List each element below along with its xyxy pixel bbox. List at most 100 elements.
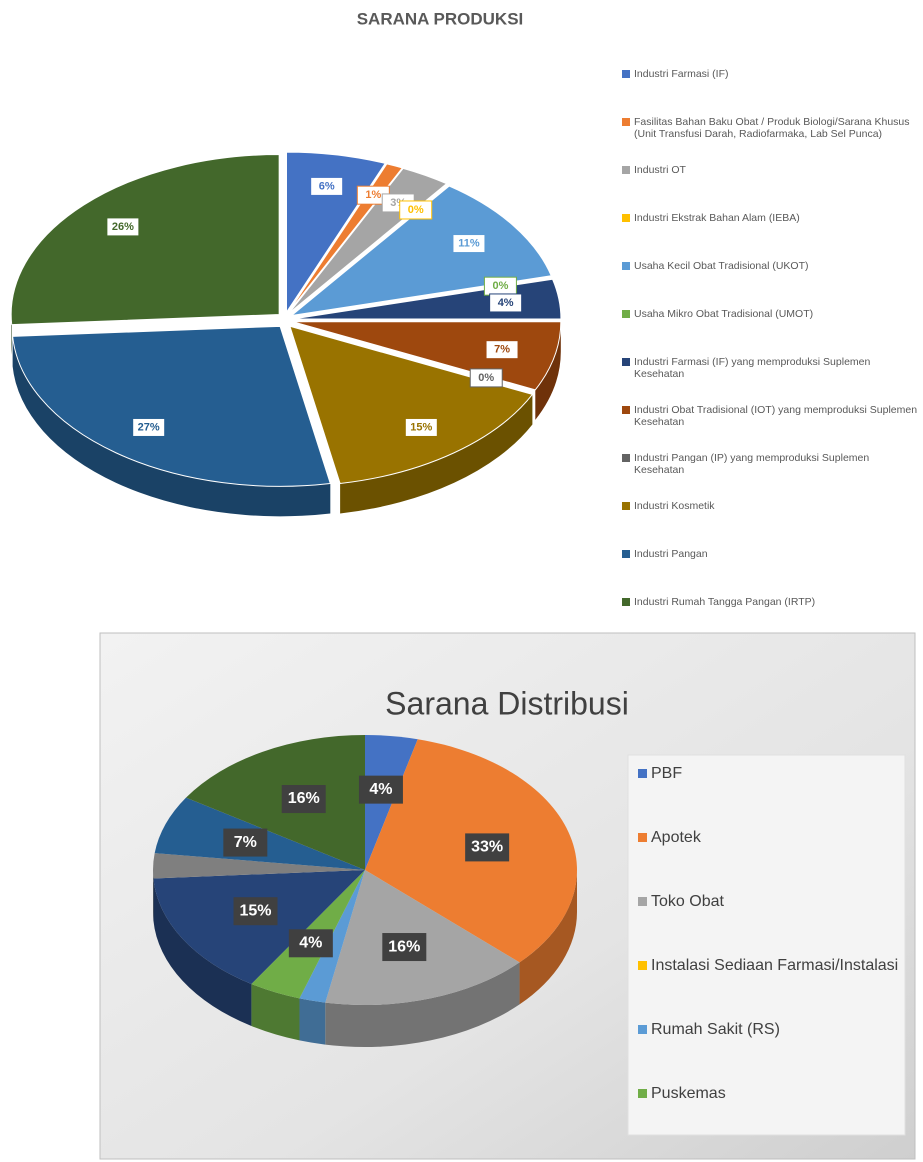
- legend-item: Usaha Mikro Obat Tradisional (UMOT): [622, 308, 922, 320]
- legend-swatch: [622, 118, 630, 126]
- label-box: [310, 176, 344, 196]
- data-label: 33%: [465, 833, 510, 862]
- legend-swatch: [638, 897, 647, 906]
- legend-swatch: [622, 310, 630, 318]
- label-text: 16%: [288, 790, 320, 807]
- data-label: 4%: [489, 293, 523, 313]
- legend-item: Industri Kosmetik: [622, 500, 922, 512]
- legend-item: Industri Rumah Tangga Pangan (IRTP): [622, 596, 922, 608]
- label-box: [233, 897, 278, 926]
- legend-swatch: [622, 454, 630, 462]
- data-label: 15%: [404, 417, 438, 437]
- data-label: 27%: [132, 417, 166, 437]
- label-box: [485, 340, 519, 360]
- data-label: 0%: [399, 200, 433, 220]
- legend-item: Industri Obat Tradisional (IOT) yang mem…: [622, 404, 922, 428]
- label-box: [452, 234, 486, 254]
- label-text: 27%: [138, 421, 160, 433]
- label-box: [358, 775, 403, 804]
- legend-item: Industri Farmasi (IF): [622, 68, 922, 80]
- legend-item: Industri Ekstrak Bahan Alam (IEBA): [622, 212, 922, 224]
- legend-swatch: [622, 406, 630, 414]
- slice-side: [153, 878, 252, 1026]
- data-label: 26%: [106, 217, 140, 237]
- label-box: [223, 828, 268, 857]
- label-text: 0%: [478, 372, 494, 384]
- legend-label: Usaha Mikro Obat Tradisional (UMOT): [634, 308, 814, 320]
- label-text: 26%: [112, 221, 134, 233]
- legend-label: PBF: [651, 765, 683, 782]
- chart-title: Sarana Distribusi: [385, 685, 629, 721]
- slice: [186, 735, 365, 870]
- legend-label: Industri Rumah Tangga Pangan (IRTP): [634, 596, 816, 608]
- label-box: [132, 417, 166, 437]
- slice: [152, 853, 365, 879]
- label-text: 1%: [365, 189, 381, 201]
- slice: [153, 870, 365, 984]
- legend-label: Toko Obat: [651, 893, 724, 910]
- label-box: [465, 833, 510, 862]
- legend-label: Industri Farmasi (IF) yang memproduksi S…: [634, 356, 871, 380]
- label-text: 16%: [388, 938, 420, 955]
- legend-item: PBF: [638, 763, 908, 784]
- label-box: [106, 217, 140, 237]
- legend-item: Toko Obat: [638, 891, 908, 912]
- data-label: 7%: [485, 340, 519, 360]
- slice-side: [325, 962, 520, 1047]
- slice-side: [251, 983, 300, 1041]
- chart-title: SARANA PRODUKSI: [357, 9, 524, 28]
- legend-label: Industri Pangan: [634, 548, 708, 560]
- legend-label: Usaha Kecil Obat Tradisional (UKOT): [634, 260, 809, 272]
- legend-item: Industri Farmasi (IF) yang memproduksi S…: [622, 356, 922, 380]
- legend-label: Fasilitas Bahan Baku Obat / Produk Biolo…: [634, 116, 910, 140]
- legend-swatch: [638, 961, 647, 970]
- legend-swatch: [622, 214, 630, 222]
- legend-label: Industri Pangan (IP) yang memproduksi Su…: [634, 452, 870, 476]
- data-label: 4%: [288, 929, 333, 958]
- legend-swatch: [638, 1089, 647, 1098]
- label-box: [288, 929, 333, 958]
- legend-swatch: [622, 166, 630, 174]
- legend-swatch: [638, 769, 647, 778]
- label-box: [281, 785, 326, 814]
- slice: [10, 154, 280, 326]
- label-text: 7%: [234, 834, 257, 851]
- legend-swatch: [638, 1025, 647, 1034]
- label-text: 4%: [369, 781, 392, 798]
- legend-label: Rumah Sakit (RS): [651, 1021, 780, 1038]
- legend-swatch: [622, 550, 630, 558]
- legend-item: Puskemas: [638, 1083, 908, 1104]
- data-label: 6%: [310, 176, 344, 196]
- data-label: 4%: [358, 775, 403, 804]
- slice: [289, 325, 534, 485]
- data-label: 11%: [452, 234, 486, 254]
- legend-item: Industri Pangan (IP) yang memproduksi Su…: [622, 452, 922, 476]
- label-box: [382, 933, 427, 962]
- data-label: 0%: [469, 368, 503, 388]
- legend-label: Industri Kosmetik: [634, 500, 715, 512]
- label-text: 15%: [410, 421, 432, 433]
- legend-item: Apotek: [638, 827, 908, 848]
- legend-item: Industri Pangan: [622, 548, 922, 560]
- legend-item: Industri OT: [622, 164, 922, 176]
- legend-swatch: [622, 502, 630, 510]
- label-text: 7%: [494, 344, 510, 356]
- legend-box: [627, 754, 906, 1136]
- label-text: 33%: [471, 839, 503, 856]
- slice-side: [340, 394, 533, 514]
- legend-label: Puskemas: [651, 1085, 726, 1102]
- legend-label: Industri OT: [634, 164, 686, 176]
- label-box: [469, 368, 503, 388]
- data-label: 16%: [281, 785, 326, 814]
- data-label: 0%: [483, 276, 517, 296]
- legend-label: Industri Farmasi (IF): [634, 68, 729, 80]
- slice-side: [519, 870, 577, 1005]
- legend-item: Fasilitas Bahan Baku Obat / Produk Biolo…: [622, 116, 922, 140]
- legend-item: Instalasi Sediaan Farmasi/Instalasi: [638, 955, 908, 976]
- label-text: 11%: [458, 237, 480, 249]
- legend-label: Instalasi Sediaan Farmasi/Instalasi: [651, 957, 899, 974]
- legend-label: Industri Obat Tradisional (IOT) yang mem…: [634, 404, 918, 428]
- legend-swatch: [638, 833, 647, 842]
